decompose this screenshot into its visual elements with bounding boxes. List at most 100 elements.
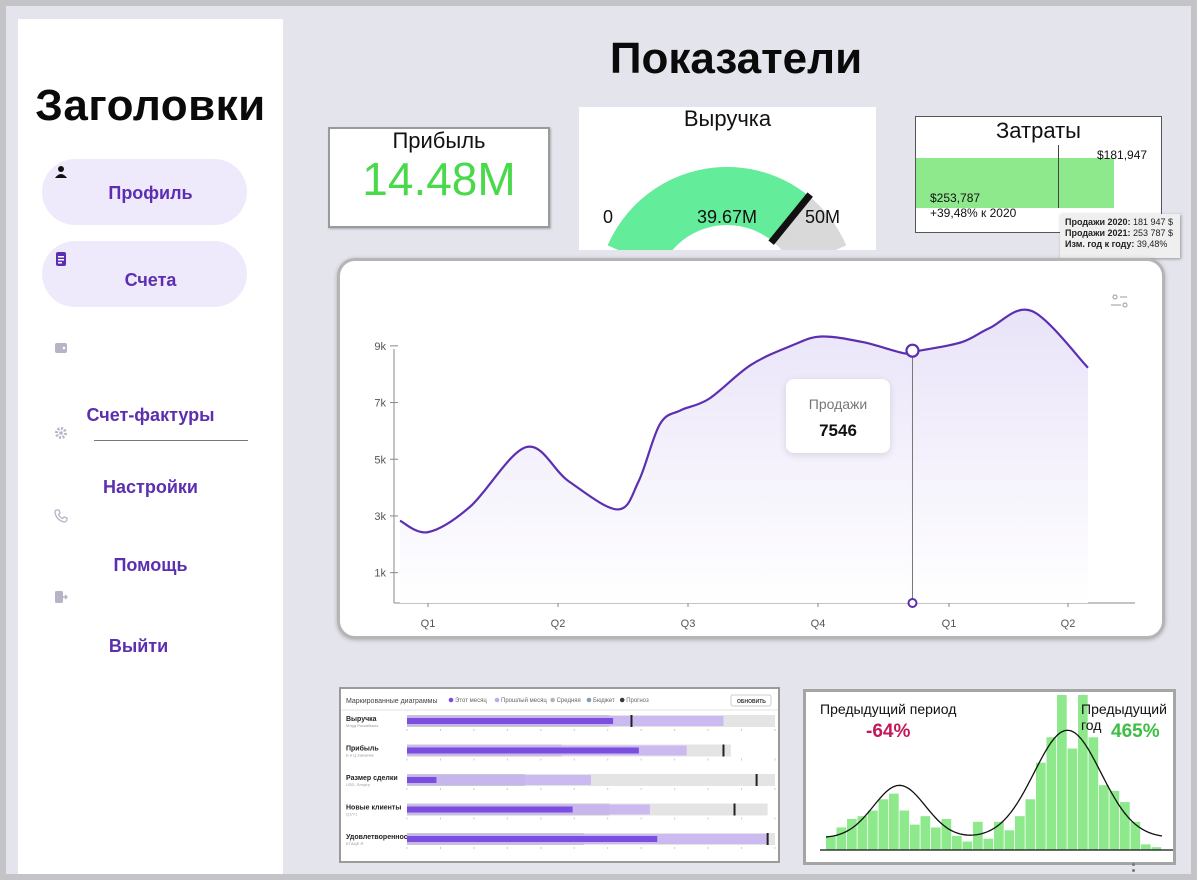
bullet-prev-bar: [407, 775, 591, 785]
legend-swatch: [586, 697, 592, 703]
more-icon[interactable]: [1132, 863, 1135, 866]
density-curve: [825, 729, 1163, 838]
x-tick-label: Q1: [942, 618, 957, 630]
gauge-max: 50M: [805, 207, 840, 227]
sidebar: Заголовки Профиль Счета Счет-фактуры Нас…: [18, 19, 283, 874]
histogram-bar: [1130, 821, 1141, 850]
sales-tooltip-value: 7546: [819, 421, 857, 440]
legend-label: Бюджет: [593, 698, 615, 704]
histogram-bar: [1036, 762, 1046, 850]
bullet-current-bar: [407, 806, 573, 813]
profit-card: Прибыль 14.48M: [328, 127, 550, 228]
sidebar-item-accounts[interactable]: [42, 241, 247, 307]
sales-chart-card: 1k 3k 5k 7k 9k Q1 Q2 Q3 Q4 Q1 Q2 Продажи 7546: [337, 258, 1165, 639]
histogram-bar: [1151, 847, 1162, 850]
bullet-current-bar: [407, 777, 437, 783]
wallet-icon: [55, 343, 67, 353]
bullet-row-label: Прибыль: [346, 745, 379, 753]
legend-label: Этот месяц: [455, 698, 487, 704]
legend-label: Средняя: [557, 698, 581, 704]
gear-icon: [55, 427, 67, 439]
histogram-bar: [952, 835, 962, 850]
histogram-bar: [962, 841, 973, 850]
tooltip-value: 181 947 $: [1133, 217, 1174, 227]
histogram-bar: [994, 821, 1004, 850]
costs-title: Затраты: [996, 118, 1081, 143]
bullet-forecast-marker: [733, 803, 736, 816]
bullet-forecast-marker: [722, 744, 725, 757]
bullet-forecast-marker: [766, 833, 769, 845]
histogram-bar: [1141, 844, 1151, 850]
tooltip-label: Изм. год к году:: [1065, 239, 1135, 249]
y-tick-label: 5k: [374, 454, 386, 466]
histogram-bar: [878, 799, 889, 850]
histogram-bar: [1120, 802, 1130, 850]
profit-title: Прибыль: [392, 128, 486, 153]
sidebar-item-invoices[interactable]: Счет-фактуры: [86, 405, 215, 425]
histogram-bar: [1078, 695, 1088, 850]
y-tick-label: 9k: [374, 341, 386, 353]
histogram-bar: [889, 793, 899, 850]
histogram-bar: [836, 827, 847, 850]
sales-tooltip-label: Продажи: [808, 396, 868, 412]
histogram-bar: [826, 835, 836, 850]
gauge-needle: [768, 192, 813, 245]
histogram-bar: [899, 810, 910, 850]
histogram-bar: [1025, 799, 1036, 850]
legend-swatch: [550, 697, 555, 703]
document-icon: [56, 252, 66, 266]
histogram-card: Предыдущий период -64% Предыдущий год 46…: [803, 689, 1176, 865]
histogram-bar: [1004, 830, 1015, 850]
refresh-button[interactable]: ОБНОВИТЬ: [730, 694, 772, 707]
bullet-current-bar: [407, 718, 614, 724]
active-underline: [94, 440, 248, 441]
legend-swatch: [494, 697, 500, 703]
bullet-title: Маркированные диаграммы: [346, 698, 437, 705]
revenue-card: Выручка 0 39.67M 50M: [579, 106, 876, 250]
refresh-button-label: ОБНОВИТЬ: [737, 699, 766, 705]
sidebar-item-logout[interactable]: Выйти: [108, 636, 169, 656]
prev-year-value: 465%: [1111, 721, 1160, 742]
prev-period-value: -64%: [866, 721, 911, 742]
sidebar-item-settings[interactable]: Настройки: [103, 477, 198, 497]
histogram-bar: [1046, 737, 1057, 850]
sales-tooltip: Продажи 7546: [786, 379, 890, 453]
gauge-min: 0: [603, 207, 613, 227]
page-title: Показатели: [609, 34, 863, 83]
costs-prev-value: $181,947: [1097, 148, 1148, 162]
histogram-bar: [1015, 816, 1025, 850]
profit-value: 14.48M: [362, 153, 516, 205]
histogram-bar: [847, 819, 857, 850]
bullet-row-label: Размер сделки: [346, 775, 398, 782]
bullet-row-sublabel: USD, Ллоргр: [346, 782, 371, 787]
bullet-row-sublabel: ЕТАЦЕ Я: [346, 841, 363, 846]
x-tick-label: Q2: [551, 618, 566, 630]
costs-change: +39,48% к 2020: [930, 206, 1017, 220]
histogram-bar: [920, 816, 931, 850]
prev-period-label: Предыдущий период: [820, 701, 957, 717]
sidebar-item-help[interactable]: Помощь: [113, 555, 188, 575]
bullet-current-bar: [407, 836, 658, 842]
y-tick-label: 1k: [374, 568, 386, 580]
filter-icon[interactable]: [1111, 294, 1128, 308]
histogram-bar: [1088, 737, 1099, 850]
bullet-row-sublabel: Млрд Российских: [346, 723, 378, 728]
bullet-row-label: Удовлетворенность: [346, 834, 416, 841]
legend-swatch: [448, 697, 454, 703]
histogram-bar: [941, 819, 952, 850]
series-line: [399, 308, 1089, 534]
costs-bar: [916, 158, 1114, 208]
histogram-bar: [973, 821, 983, 850]
logout-icon: [55, 591, 68, 603]
costs-target-line: [1058, 145, 1059, 208]
sidebar-item-profile[interactable]: [42, 159, 247, 225]
bullet-charts: Маркированные диаграммы Этот месяц Прошлы…: [341, 694, 778, 849]
tooltip-label: Продажи 2021:: [1065, 228, 1131, 238]
tooltip-value: 253 787 $: [1133, 228, 1174, 238]
y-tick-label: 7k: [374, 398, 386, 410]
gauge-value: 39.67M: [697, 207, 757, 227]
brand-title: Заголовки: [35, 81, 266, 130]
histogram-bar: [1099, 785, 1109, 850]
x-tick-label: Q3: [681, 618, 696, 630]
